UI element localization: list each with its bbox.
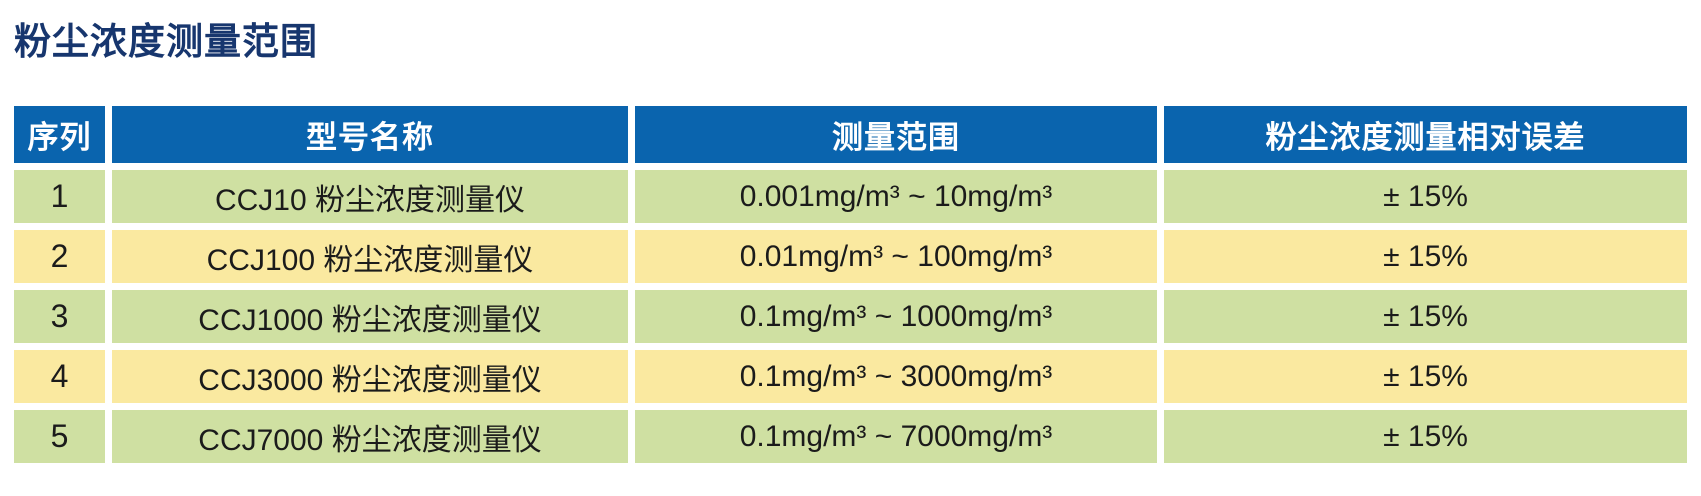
range-cell: 0.1mg/m³ ~ 7000mg/m³ xyxy=(635,410,1157,463)
serial-cell: 3 xyxy=(14,290,105,343)
model-cell: CCJ3000 粉尘浓度测量仪 xyxy=(112,350,628,403)
range-cell: 0.01mg/m³ ~ 100mg/m³ xyxy=(635,230,1157,283)
error-cell: ± 15% xyxy=(1164,350,1687,403)
model-cell: CCJ100 粉尘浓度测量仪 xyxy=(112,230,628,283)
model-cell: CCJ10 粉尘浓度测量仪 xyxy=(112,170,628,223)
error-cell: ± 15% xyxy=(1164,410,1687,463)
header-error: 粉尘浓度测量相对误差 xyxy=(1164,106,1687,163)
range-cell: 0.1mg/m³ ~ 3000mg/m³ xyxy=(635,350,1157,403)
serial-cell: 2 xyxy=(14,230,105,283)
model-cell: CCJ7000 粉尘浓度测量仪 xyxy=(112,410,628,463)
error-cell: ± 15% xyxy=(1164,230,1687,283)
header-range: 测量范围 xyxy=(635,106,1157,163)
serial-cell: 5 xyxy=(14,410,105,463)
page-title: 粉尘浓度测量范围 xyxy=(14,21,318,62)
range-cell: 0.1mg/m³ ~ 1000mg/m³ xyxy=(635,290,1157,343)
header-serial: 序列 xyxy=(14,106,105,163)
header-model-name: 型号名称 xyxy=(112,106,628,163)
model-cell: CCJ1000 粉尘浓度测量仪 xyxy=(112,290,628,343)
error-cell: ± 15% xyxy=(1164,290,1687,343)
range-cell: 0.001mg/m³ ~ 10mg/m³ xyxy=(635,170,1157,223)
dust-measurement-range-table: 序列 型号名称 测量范围 粉尘浓度测量相对误差 1 CCJ10 粉尘浓度测量仪 … xyxy=(14,106,1687,463)
error-cell: ± 15% xyxy=(1164,170,1687,223)
serial-cell: 4 xyxy=(14,350,105,403)
serial-cell: 1 xyxy=(14,170,105,223)
